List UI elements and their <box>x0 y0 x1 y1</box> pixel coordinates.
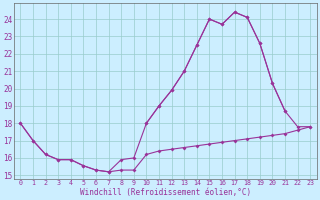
X-axis label: Windchill (Refroidissement éolien,°C): Windchill (Refroidissement éolien,°C) <box>80 188 251 197</box>
